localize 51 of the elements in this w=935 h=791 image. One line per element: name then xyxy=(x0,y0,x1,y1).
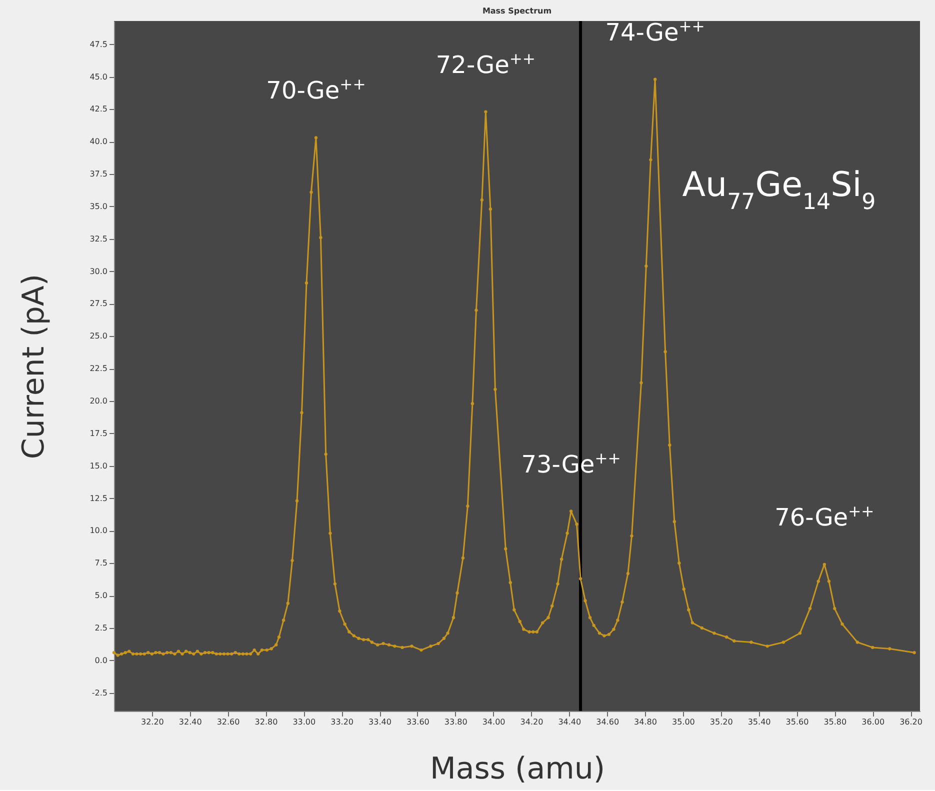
y-tick-label: -2.5 xyxy=(92,688,108,698)
x-tick-label: 34.40 xyxy=(558,718,582,726)
y-tick-label: 27.5 xyxy=(90,299,108,308)
y-tick-label: 20.0 xyxy=(90,396,108,406)
y-tick-label: 42.5 xyxy=(90,104,108,114)
y-tick-label: 25.0 xyxy=(90,332,108,341)
x-tick-label: 32.80 xyxy=(254,718,278,726)
annotation: 74-Ge$^{++}$ xyxy=(605,17,705,46)
y-tick-label: 30.0 xyxy=(90,266,108,276)
x-tick-label: 32.40 xyxy=(178,718,202,726)
y-tick-label: 47.5 xyxy=(90,40,108,49)
x-tick-label: 36.20 xyxy=(900,718,922,726)
y-tick-label: 12.5 xyxy=(90,494,108,503)
y-axis-title: Current (pA) xyxy=(16,274,52,460)
x-tick-label: 34.20 xyxy=(520,718,544,726)
y-tick-label: 2.5 xyxy=(94,623,108,632)
y-tick-label: 5.0 xyxy=(94,591,108,600)
x-tick-label: 35.20 xyxy=(710,718,733,726)
annotation: 70-Ge$^{++}$ xyxy=(266,76,366,105)
x-tick-label: 35.00 xyxy=(672,718,695,726)
y-tick-label: 40.0 xyxy=(90,137,108,146)
x-tick-label: 33.60 xyxy=(406,718,430,726)
y-tick-label: 15.0 xyxy=(90,461,108,470)
x-axis-title: Mass (amu) xyxy=(430,752,606,786)
x-tick-label: 33.00 xyxy=(292,718,316,726)
x-tick-label: 32.20 xyxy=(140,718,164,726)
y-tick-label: 37.5 xyxy=(90,170,108,179)
x-tick-label: 35.40 xyxy=(748,718,771,726)
x-tick-label: 36.00 xyxy=(862,718,885,726)
x-tick-label: 34.60 xyxy=(596,718,620,726)
y-tick-label: 0.0 xyxy=(94,656,108,665)
y-tick-label: 7.5 xyxy=(94,558,108,568)
y-tick-label: 10.0 xyxy=(90,526,108,536)
y-tick-label: 45.0 xyxy=(90,72,108,82)
y-tick-label: 17.5 xyxy=(90,428,108,438)
x-tick-label: 33.20 xyxy=(330,718,354,726)
chart-title: Mass Spectrum xyxy=(482,6,552,16)
annotation: 72-Ge$^{++}$ xyxy=(436,50,536,79)
y-tick-label: 32.5 xyxy=(90,234,108,244)
x-tick-label: 32.60 xyxy=(216,718,240,726)
x-tick-label: 35.80 xyxy=(824,718,847,726)
annotation: 76-Ge$^{++}$ xyxy=(774,502,874,532)
x-tick-label: 34.00 xyxy=(482,718,506,726)
annotation: 73-Ge$^{++}$ xyxy=(521,449,621,478)
x-tick-label: 35.60 xyxy=(786,718,809,726)
y-tick-label: 35.0 xyxy=(90,202,108,211)
x-tick-label: 33.80 xyxy=(444,718,468,726)
x-tick-label: 33.40 xyxy=(368,718,392,726)
y-tick-label: 22.5 xyxy=(90,364,108,374)
x-tick-label: 34.80 xyxy=(634,718,657,726)
annotation: Au$_{77}$Ge$_{14}$Si$_{9}$ xyxy=(682,165,876,215)
